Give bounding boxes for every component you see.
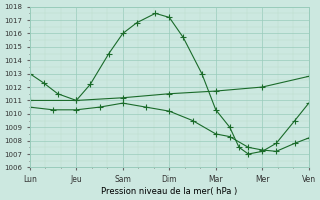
X-axis label: Pression niveau de la mer( hPa ): Pression niveau de la mer( hPa ) <box>101 187 237 196</box>
